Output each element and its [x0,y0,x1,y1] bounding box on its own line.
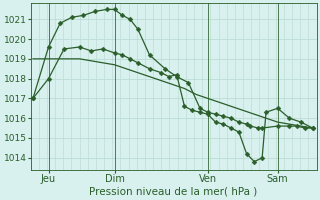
X-axis label: Pression niveau de la mer( hPa ): Pression niveau de la mer( hPa ) [90,187,258,197]
